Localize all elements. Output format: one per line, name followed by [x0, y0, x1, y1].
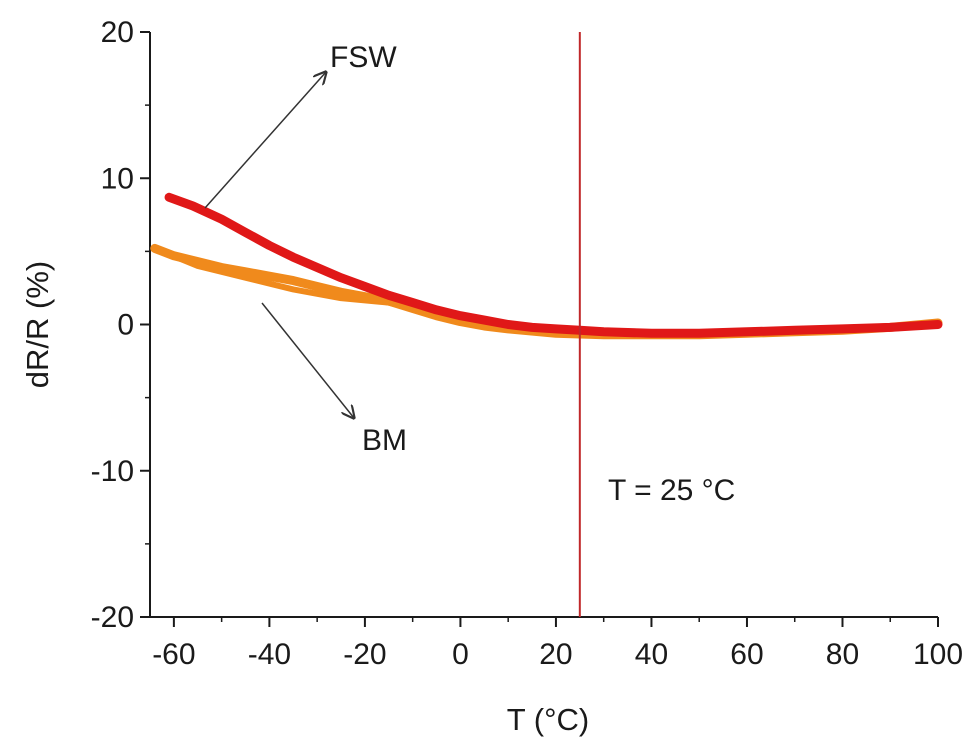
x-tick-label: 60	[730, 638, 763, 671]
x-tick-label: 0	[452, 638, 469, 671]
x-tick-label: 80	[826, 638, 859, 671]
x-tick-label: -60	[152, 638, 195, 671]
x-axis-title: T (°C)	[507, 702, 589, 737]
y-ticks: 20 10 0 -10 -20	[91, 16, 150, 634]
x-tick-label: 100	[913, 638, 963, 671]
y-tick-label: -20	[91, 601, 134, 634]
annotations: FSW BM T = 25 °C	[204, 41, 735, 507]
series-line-bm-return	[151, 245, 416, 312]
fsw-label: FSW	[330, 41, 397, 74]
bm-arrow	[261, 302, 354, 418]
y-tick-label: 10	[101, 162, 134, 195]
series-line-fsw	[164, 192, 943, 338]
x-tick-label: 20	[539, 638, 572, 671]
y-tick-label: 20	[101, 16, 134, 49]
y-tick-label: -10	[91, 455, 134, 488]
series-layer	[150, 192, 943, 340]
fsw-arrow	[204, 72, 326, 209]
y-axis-title: dR/R (%)	[20, 261, 55, 388]
series-line-bm	[150, 243, 943, 340]
reference-label: T = 25 °C	[608, 474, 735, 507]
x-tick-label: -20	[343, 638, 386, 671]
x-ticks: -60 -40 -20 0 20 40 60 80 100	[152, 617, 963, 671]
x-tick-label: 40	[635, 638, 668, 671]
bm-label: BM	[362, 424, 407, 457]
y-tick-label: 0	[117, 309, 134, 342]
x-tick-label: -40	[248, 638, 291, 671]
